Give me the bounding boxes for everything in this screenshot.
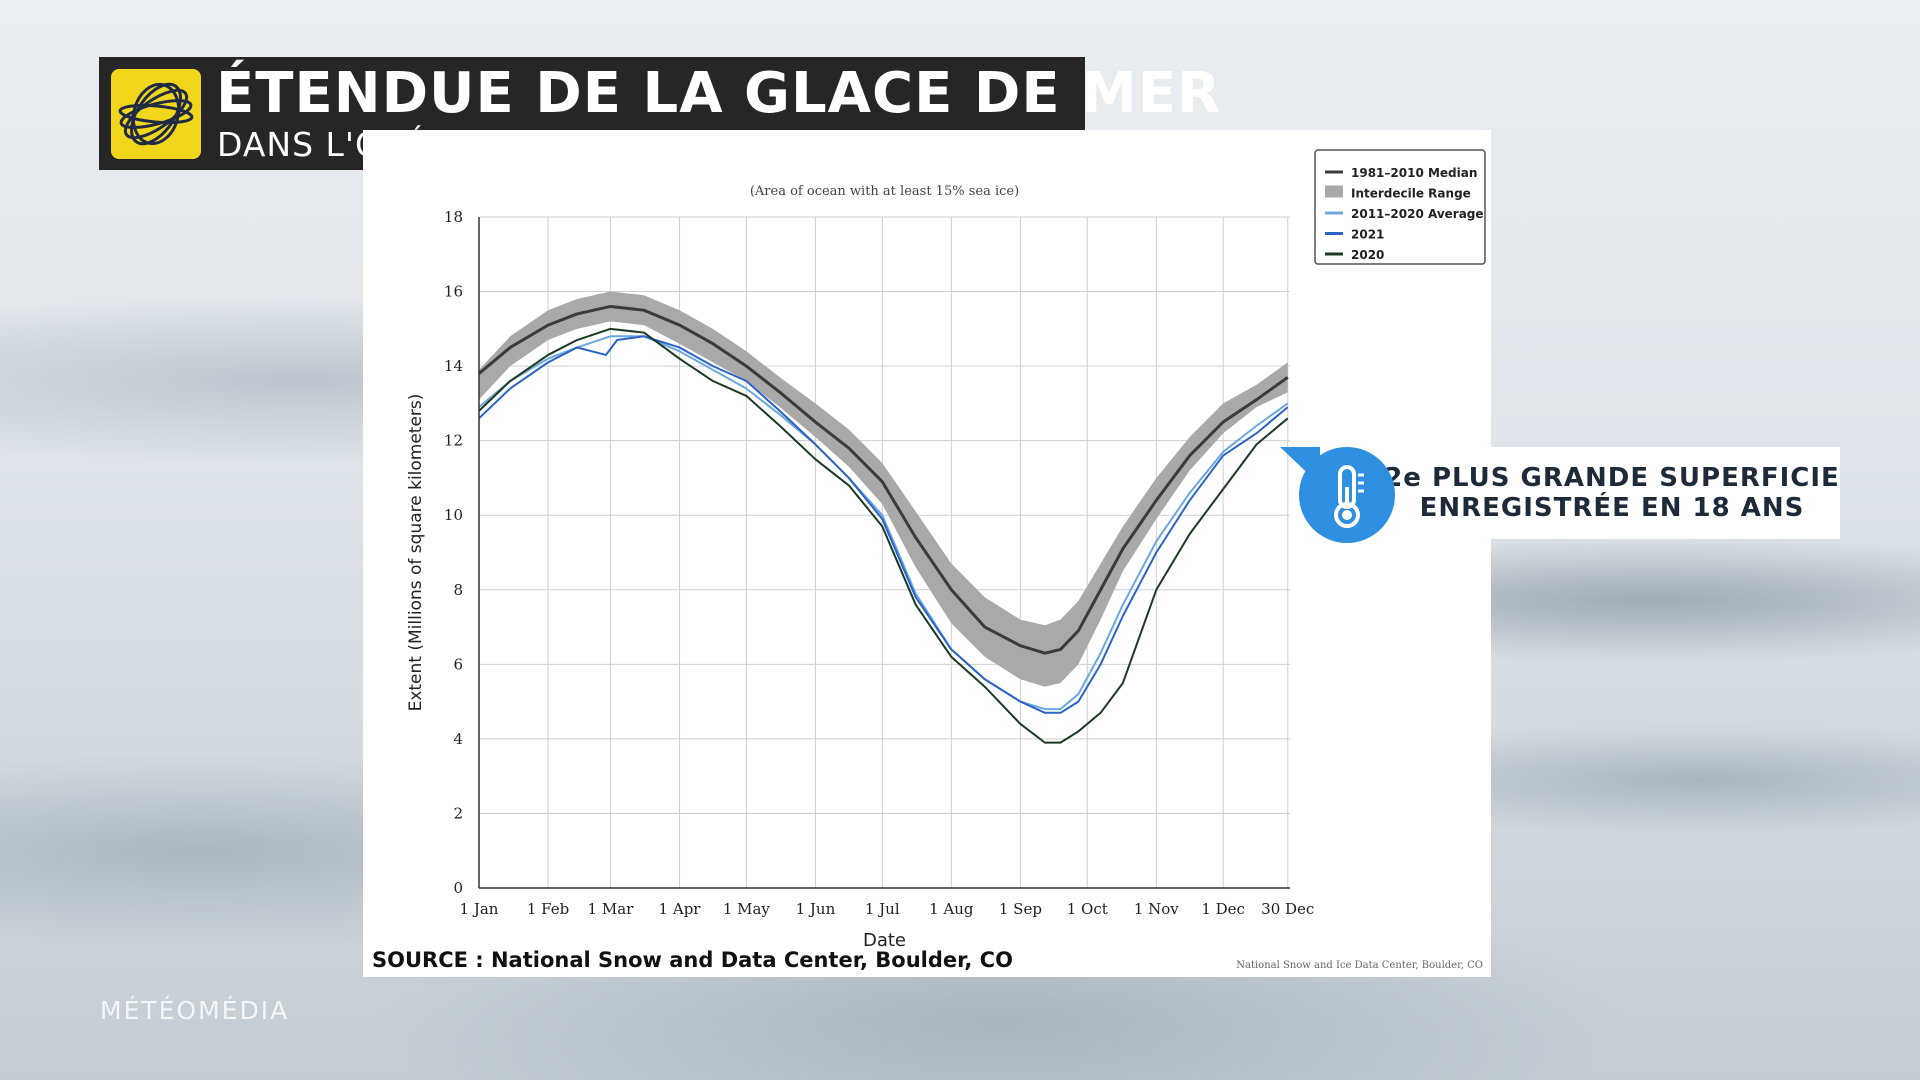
x-tick-label: 1 May xyxy=(723,900,771,918)
y-tick-label: 12 xyxy=(444,432,463,450)
source-caption: SOURCE : National Snow and Data Center, … xyxy=(372,948,1013,972)
chart-panel: (Area of ocean with at least 15% sea ice… xyxy=(363,130,1491,977)
x-tick-label: 1 Jul xyxy=(865,900,900,918)
y-tick-label: 2 xyxy=(453,804,463,822)
legend-entry: 1981–2010 Median xyxy=(1351,166,1477,180)
x-tick-label: 1 Apr xyxy=(659,900,702,918)
y-tick-label: 0 xyxy=(453,879,463,897)
sea-ice-chart: (Area of ocean with at least 15% sea ice… xyxy=(406,149,1486,951)
y-tick-label: 8 xyxy=(453,581,463,599)
x-axis-label: Date xyxy=(863,930,906,951)
interdecile-range-band xyxy=(479,291,1288,687)
x-tick-label: 1 Feb xyxy=(527,900,569,918)
chart-credit: National Snow and Ice Data Center, Bould… xyxy=(1236,960,1483,971)
x-tick-label: 1 Dec xyxy=(1201,900,1245,918)
legend-box xyxy=(1314,149,1486,265)
x-tick-label: 1 Sep xyxy=(999,900,1042,918)
x-tick-label: 1 Jun xyxy=(796,900,836,918)
series-line xyxy=(478,335,1289,711)
callout-box: 2e PLUS GRANDE SUPERFICIE ENREGISTRÉE EN… xyxy=(1384,447,1840,539)
y-tick-label: 14 xyxy=(444,357,463,375)
legend-swatch xyxy=(1325,185,1343,198)
y-tick-label: 4 xyxy=(453,730,463,748)
legend-entry: 2021 xyxy=(1351,228,1384,242)
x-tick-label: 1 Jan xyxy=(460,900,499,918)
x-tick-label: 1 Mar xyxy=(588,900,635,918)
y-axis-label: Extent (Millions of square kilometers) xyxy=(406,394,426,712)
watermark: MÉTÉOMÉDIA xyxy=(100,996,290,1025)
callout-line2: ENREGISTRÉE EN 18 ANS xyxy=(1419,493,1805,523)
legend-entry: Interdecile Range xyxy=(1351,187,1471,201)
thermometer-icon xyxy=(1280,447,1395,543)
series-line xyxy=(478,304,1289,655)
callout: 2e PLUS GRANDE SUPERFICIE ENREGISTRÉE EN… xyxy=(1280,447,1840,543)
y-tick-label: 6 xyxy=(453,655,463,673)
weather-network-swirl-icon xyxy=(111,69,201,159)
x-tick-label: 1 Oct xyxy=(1067,900,1108,918)
y-tick-label: 18 xyxy=(444,208,463,226)
legend-entry: 2020 xyxy=(1351,248,1384,262)
y-tick-label: 10 xyxy=(444,506,463,524)
chart-subtitle: (Area of ocean with at least 15% sea ice… xyxy=(750,184,1019,199)
legend-entry: 2011–2020 Average xyxy=(1351,207,1484,221)
series-line xyxy=(478,335,1289,714)
series-line xyxy=(478,327,1289,744)
x-tick-label: 30 Dec xyxy=(1261,900,1314,918)
y-tick-label: 16 xyxy=(444,283,463,301)
page-title: ÉTENDUE DE LA GLACE DE MER xyxy=(216,61,1222,126)
x-tick-label: 1 Aug xyxy=(929,900,974,918)
callout-line1: 2e PLUS GRANDE SUPERFICIE xyxy=(1384,463,1840,493)
x-tick-label: 1 Nov xyxy=(1134,900,1179,918)
